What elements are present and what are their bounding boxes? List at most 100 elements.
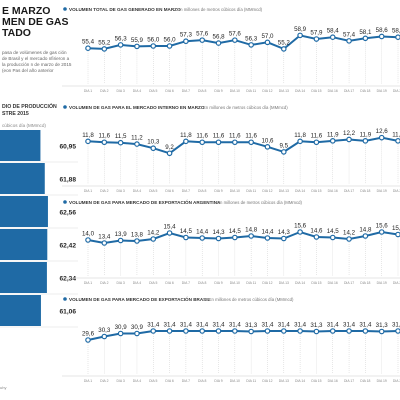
data-label: 31,4 (294, 322, 307, 329)
line-chart-subtitle: En millones de metros cúbicos día (MMmcd… (203, 105, 288, 110)
x-tick-label: DIA 8 (198, 281, 206, 285)
data-label: 58,9 (294, 26, 307, 33)
x-tick-label: DIA 1 (84, 89, 92, 93)
bar-5 (0, 262, 47, 293)
data-point (297, 328, 303, 334)
x-tick-label: DIA 17 (344, 281, 354, 285)
data-label: 56,0 (147, 37, 160, 44)
data-point (313, 139, 320, 146)
x-tick-label: DIA 10 (230, 379, 240, 383)
data-point (395, 328, 400, 334)
x-tick-label: DIA 11 (246, 281, 256, 285)
x-tick-label: DIA 12 (262, 89, 272, 93)
data-label: 14,5 (327, 228, 340, 235)
x-tick-label: DIA 2 (100, 379, 108, 383)
data-point (232, 328, 238, 334)
data-label: 31,3 (245, 322, 258, 329)
data-point (280, 328, 287, 334)
data-point (329, 138, 336, 144)
data-label: 14,2 (147, 230, 160, 237)
data-point (248, 328, 254, 335)
data-label: 31,4 (229, 322, 242, 329)
data-label: 14,2 (343, 230, 356, 237)
data-point (134, 43, 140, 50)
x-tick-label: DIA 3 (116, 189, 124, 193)
data-point (378, 328, 385, 335)
data-label: 14,8 (245, 227, 258, 234)
data-label: 15,4 (164, 224, 177, 231)
data-point (166, 43, 173, 49)
data-label: 57,9 (310, 30, 323, 37)
data-label: 57,4 (343, 31, 356, 38)
x-tick-label: DIA 14 (295, 379, 305, 383)
data-point (199, 235, 206, 241)
data-point (215, 40, 222, 46)
x-tick-label: DIA 16 (328, 189, 338, 193)
x-tick-label: DIA 18 (360, 189, 370, 193)
data-point (166, 230, 173, 236)
intro-text: pasa de volúmenes de gas ción de Brasil … (2, 50, 72, 73)
data-point (264, 328, 271, 334)
data-point (346, 236, 352, 242)
data-label: 55,2 (98, 39, 111, 46)
x-tick-label: DIA 14 (295, 189, 305, 193)
x-tick-label: DIA 13 (279, 189, 289, 193)
x-tick-label: DIA 19 (377, 281, 387, 285)
x-tick-label: DIA 1 (84, 189, 92, 193)
data-point (378, 134, 385, 141)
x-tick-label: DIA 19 (377, 379, 387, 383)
data-label: 57,3 (180, 32, 193, 39)
x-tick-label: DIA 5 (149, 281, 157, 285)
data-point (248, 139, 254, 146)
data-point (280, 149, 287, 155)
x-tick-label: DIA 14 (295, 89, 305, 93)
x-tick-label: DIA 17 (344, 379, 354, 383)
data-label: 11,2 (131, 135, 143, 142)
data-point (101, 46, 108, 52)
data-point (85, 237, 91, 243)
data-point (183, 328, 189, 334)
data-label: 58,6 (376, 27, 389, 34)
title-bullet-icon (63, 7, 67, 11)
x-tick-label: DIA 8 (198, 89, 206, 93)
data-point (313, 234, 320, 240)
x-tick-label: DIA 10 (230, 89, 240, 93)
data-point (395, 231, 400, 238)
bar-value-label: 61,06 (59, 309, 76, 316)
data-point (117, 42, 124, 48)
x-tick-label: DIA 13 (279, 379, 289, 383)
x-tick-label: DIA 20 (393, 379, 400, 383)
data-label: 14,8 (359, 227, 372, 234)
data-point (280, 235, 287, 242)
x-tick-label: DIA 16 (328, 281, 338, 285)
data-point (395, 138, 400, 144)
data-label: 29,6 (82, 331, 95, 338)
data-point (232, 234, 238, 241)
data-point (232, 139, 238, 146)
x-tick-label: DIA 11 (246, 89, 256, 93)
data-label: 13,4 (98, 234, 111, 241)
data-point (215, 328, 222, 334)
data-label: 56,8 (213, 34, 226, 41)
x-tick-label: DIA 17 (344, 189, 354, 193)
data-point (329, 328, 336, 334)
data-label: 15,6 (294, 223, 307, 230)
data-label: 14,6 (310, 228, 323, 235)
data-label: 11,8 (82, 132, 94, 139)
bar-value-label: 60,95 (59, 144, 76, 151)
x-tick-label: DIA 9 (214, 379, 222, 383)
x-tick-label: DIA 7 (182, 189, 190, 193)
data-point (313, 36, 320, 42)
data-label: 31,4 (180, 322, 193, 329)
data-label: 11,8 (180, 132, 192, 139)
data-label: 15,6 (376, 223, 389, 230)
data-label: 30,9 (115, 324, 128, 331)
data-point (362, 328, 369, 334)
data-label: 9,5 (279, 142, 288, 149)
x-tick-label: DIA 20 (393, 89, 400, 93)
data-point (346, 38, 352, 44)
x-tick-label: DIA 16 (328, 379, 338, 383)
data-label: 14,3 (213, 229, 226, 236)
data-point (297, 138, 303, 145)
bar-value-label: 62,56 (59, 210, 76, 217)
